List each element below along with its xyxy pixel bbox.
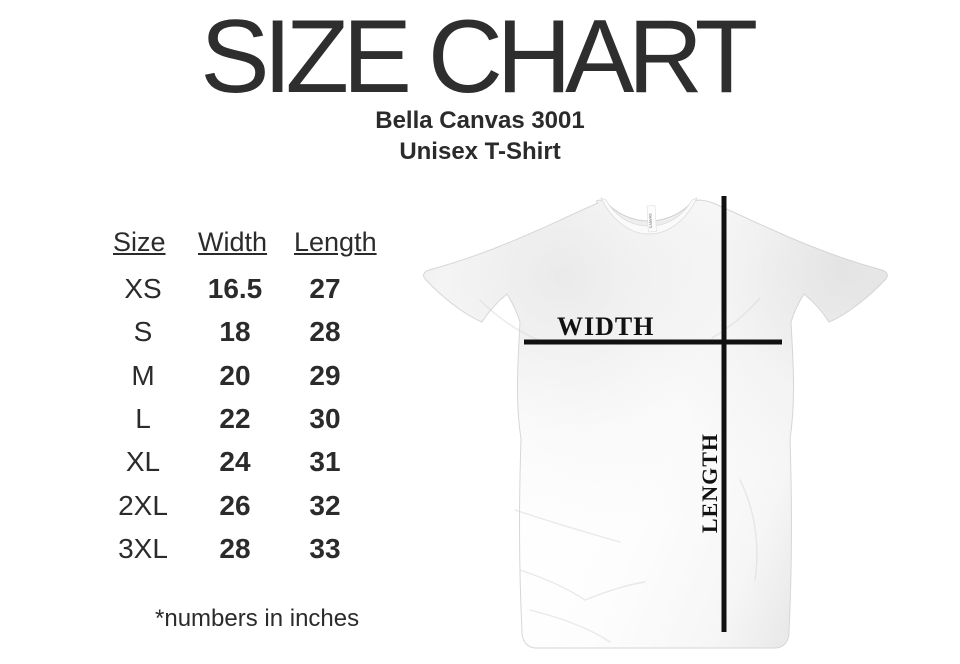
svg-text:CANVAS: CANVAS	[648, 213, 653, 229]
